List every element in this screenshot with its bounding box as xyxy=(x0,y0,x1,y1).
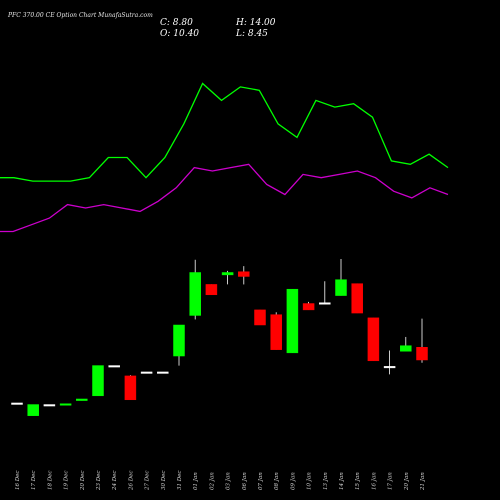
x-tick-label: 31 Dec xyxy=(177,471,183,491)
x-tick-label: 13 Jan xyxy=(323,472,329,490)
open-value: O: 10.40 xyxy=(160,29,200,39)
candle-body-25 xyxy=(416,347,428,361)
x-tick-label: 14 Jan xyxy=(339,472,345,490)
x-tick-label: 03 Jan xyxy=(226,472,232,490)
x-tick-label: 08 Jan xyxy=(274,472,280,490)
x-tick-label: 27 Dec xyxy=(145,471,151,492)
candle-body-13 xyxy=(221,272,234,276)
x-tick-label: 06 Jan xyxy=(242,472,248,490)
high-value: H: 14.00 xyxy=(236,18,276,28)
candle-body-21 xyxy=(351,283,363,314)
x-tick-label: 17 Dec xyxy=(31,471,37,491)
candle-body-11 xyxy=(189,272,201,316)
close-value: C: 8.80 xyxy=(160,18,193,28)
candle-body-23 xyxy=(383,366,396,369)
x-tick-label: 09 Jan xyxy=(290,472,296,490)
overlay-line-1 xyxy=(0,163,449,233)
x-tick-label: 07 Jan xyxy=(258,472,264,490)
candle-body-22 xyxy=(367,317,380,362)
candle-body-5 xyxy=(92,365,104,397)
candle-body-4 xyxy=(76,398,88,401)
x-tick-label: 21 Jan xyxy=(420,472,426,491)
x-tick-label: 17 Jan xyxy=(388,472,394,490)
x-tick-label: 19 Dec xyxy=(64,471,70,491)
candle-body-6 xyxy=(108,365,120,368)
candle-body-17 xyxy=(286,288,299,354)
overlay-line-0 xyxy=(0,82,449,182)
candle-body-7 xyxy=(124,375,137,401)
candle-body-18 xyxy=(302,303,315,311)
candle-body-24 xyxy=(400,345,412,352)
candle-body-1 xyxy=(27,404,39,416)
candle-body-9 xyxy=(157,371,169,374)
x-tick-label: 16 Jan xyxy=(371,472,377,490)
candle-body-0 xyxy=(11,402,23,405)
candle-body-10 xyxy=(173,324,185,357)
candle-body-20 xyxy=(335,279,347,296)
candle-body-12 xyxy=(205,284,218,296)
x-tick-label: 16 Dec xyxy=(15,471,21,491)
x-tick-label: 30 Dec xyxy=(161,471,167,491)
x-tick-label: 23 Dec xyxy=(96,471,102,492)
x-tick-label: 24 Dec xyxy=(112,471,118,492)
x-tick-label: 10 Jan xyxy=(307,472,313,490)
candle-body-15 xyxy=(254,309,266,326)
x-tick-label: 02 Jan xyxy=(209,472,215,490)
candle-body-14 xyxy=(238,271,250,277)
low-value: L: 8.45 xyxy=(236,29,268,39)
candle-body-19 xyxy=(319,302,331,305)
candle-body-2 xyxy=(43,404,56,407)
candle-body-3 xyxy=(59,403,72,406)
x-tick-label: 15 Jan xyxy=(355,472,361,490)
x-tick-label: 01 Jan xyxy=(193,472,199,490)
x-tick-label: 18 Dec xyxy=(47,471,53,491)
x-tick-label: 26 Dec xyxy=(128,471,134,492)
x-tick-label: 20 Dec xyxy=(80,471,86,492)
x-tick-label: 20 Jan xyxy=(404,472,410,491)
candle-body-16 xyxy=(270,314,282,350)
candle-body-8 xyxy=(140,371,153,374)
chart-caption: PFC 370.00 CE Option Chart MunafaSutra.c… xyxy=(8,12,153,19)
